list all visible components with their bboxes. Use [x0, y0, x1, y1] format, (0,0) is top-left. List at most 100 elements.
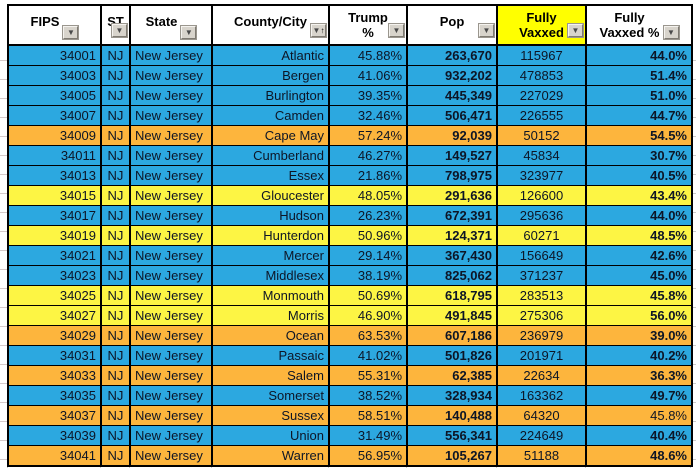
cell-st[interactable]: NJ	[100, 105, 131, 126]
filter-dropdown-button[interactable]: ▼	[662, 24, 680, 40]
cell-county[interactable]: Monmouth	[211, 285, 330, 306]
cell-trump[interactable]: 32.46%	[328, 105, 408, 126]
cell-pop[interactable]: 291,636	[406, 185, 498, 206]
cell-county[interactable]: Cape May	[211, 125, 330, 146]
cell-state[interactable]: New Jersey	[129, 325, 213, 346]
cell-county[interactable]: Camden	[211, 105, 330, 126]
cell-st[interactable]: NJ	[100, 205, 131, 226]
cell-vaxxed[interactable]: 22634	[496, 365, 587, 386]
cell-trump[interactable]: 38.52%	[328, 385, 408, 406]
cell-vaxxedpct[interactable]: 44.7%	[585, 105, 693, 126]
cell-vaxxedpct[interactable]: 45.8%	[585, 405, 693, 426]
cell-fips[interactable]: 34001	[7, 44, 102, 66]
cell-vaxxedpct[interactable]: 40.4%	[585, 425, 693, 446]
cell-pop[interactable]: 501,826	[406, 345, 498, 366]
cell-st[interactable]: NJ	[100, 325, 131, 346]
cell-county[interactable]: Passaic	[211, 345, 330, 366]
cell-pop[interactable]: 825,062	[406, 265, 498, 286]
cell-st[interactable]: NJ	[100, 145, 131, 166]
filter-sort-button[interactable]: ▼↑	[310, 23, 327, 38]
cell-fips[interactable]: 34025	[7, 285, 102, 306]
cell-fips[interactable]: 34033	[7, 365, 102, 386]
cell-pop[interactable]: 149,527	[406, 145, 498, 166]
cell-trump[interactable]: 50.96%	[328, 225, 408, 246]
filter-dropdown-button[interactable]: ▼	[111, 23, 128, 38]
cell-county[interactable]: Ocean	[211, 325, 330, 346]
cell-trump[interactable]: 63.53%	[328, 325, 408, 346]
cell-state[interactable]: New Jersey	[129, 225, 213, 246]
cell-st[interactable]: NJ	[100, 185, 131, 206]
cell-vaxxedpct[interactable]: 40.2%	[585, 345, 693, 366]
cell-vaxxed[interactable]: 295636	[496, 205, 587, 226]
cell-state[interactable]: New Jersey	[129, 145, 213, 166]
cell-pop[interactable]: 607,186	[406, 325, 498, 346]
cell-county[interactable]: Gloucester	[211, 185, 330, 206]
cell-fips[interactable]: 34023	[7, 265, 102, 286]
cell-vaxxed[interactable]: 275306	[496, 305, 587, 326]
cell-state[interactable]: New Jersey	[129, 305, 213, 326]
cell-county[interactable]: Warren	[211, 445, 330, 467]
cell-vaxxed[interactable]: 371237	[496, 265, 587, 286]
cell-fips[interactable]: 34005	[7, 85, 102, 106]
cell-state[interactable]: New Jersey	[129, 285, 213, 306]
cell-fips[interactable]: 34037	[7, 405, 102, 426]
cell-st[interactable]: NJ	[100, 285, 131, 306]
cell-vaxxedpct[interactable]: 30.7%	[585, 145, 693, 166]
cell-pop[interactable]: 932,202	[406, 65, 498, 86]
cell-fips[interactable]: 34017	[7, 205, 102, 226]
cell-trump[interactable]: 45.88%	[328, 44, 408, 66]
cell-pop[interactable]: 328,934	[406, 385, 498, 406]
cell-st[interactable]: NJ	[100, 265, 131, 286]
cell-vaxxedpct[interactable]: 44.0%	[585, 205, 693, 226]
cell-fips[interactable]: 34007	[7, 105, 102, 126]
cell-vaxxedpct[interactable]: 44.0%	[585, 44, 693, 66]
cell-vaxxed[interactable]: 50152	[496, 125, 587, 146]
cell-trump[interactable]: 38.19%	[328, 265, 408, 286]
cell-trump[interactable]: 56.95%	[328, 445, 408, 467]
cell-fips[interactable]: 34021	[7, 245, 102, 266]
cell-vaxxed[interactable]: 156649	[496, 245, 587, 266]
cell-pop[interactable]: 92,039	[406, 125, 498, 146]
cell-state[interactable]: New Jersey	[129, 85, 213, 106]
cell-vaxxed[interactable]: 283513	[496, 285, 587, 306]
cell-st[interactable]: NJ	[100, 44, 131, 66]
cell-state[interactable]: New Jersey	[129, 185, 213, 206]
cell-state[interactable]: New Jersey	[129, 385, 213, 406]
cell-st[interactable]: NJ	[100, 405, 131, 426]
filter-dropdown-button[interactable]: ▼	[180, 24, 198, 40]
cell-fips[interactable]: 34011	[7, 145, 102, 166]
cell-county[interactable]: Middlesex	[211, 265, 330, 286]
cell-vaxxed[interactable]: 224649	[496, 425, 587, 446]
cell-fips[interactable]: 34009	[7, 125, 102, 146]
column-header-st[interactable]: ST ▼	[100, 4, 131, 46]
cell-trump[interactable]: 41.06%	[328, 65, 408, 86]
cell-vaxxedpct[interactable]: 36.3%	[585, 365, 693, 386]
cell-vaxxedpct[interactable]: 54.5%	[585, 125, 693, 146]
column-header-county[interactable]: County/City ▼↑	[211, 4, 330, 46]
cell-pop[interactable]: 491,845	[406, 305, 498, 326]
cell-vaxxedpct[interactable]: 51.4%	[585, 65, 693, 86]
cell-st[interactable]: NJ	[100, 345, 131, 366]
cell-vaxxedpct[interactable]: 42.6%	[585, 245, 693, 266]
cell-fips[interactable]: 34029	[7, 325, 102, 346]
cell-pop[interactable]: 798,975	[406, 165, 498, 186]
cell-trump[interactable]: 57.24%	[328, 125, 408, 146]
cell-vaxxed[interactable]: 45834	[496, 145, 587, 166]
cell-state[interactable]: New Jersey	[129, 365, 213, 386]
column-header-state[interactable]: State ▼	[129, 4, 213, 46]
cell-fips[interactable]: 34035	[7, 385, 102, 406]
cell-vaxxed[interactable]: 51188	[496, 445, 587, 467]
cell-trump[interactable]: 29.14%	[328, 245, 408, 266]
cell-pop[interactable]: 618,795	[406, 285, 498, 306]
cell-vaxxed[interactable]: 64320	[496, 405, 587, 426]
column-header-vaxxedpct[interactable]: Fully Vaxxed % ▼	[585, 4, 693, 46]
cell-pop[interactable]: 105,267	[406, 445, 498, 467]
cell-fips[interactable]: 34003	[7, 65, 102, 86]
cell-fips[interactable]: 34031	[7, 345, 102, 366]
cell-pop[interactable]: 124,371	[406, 225, 498, 246]
cell-vaxxed[interactable]: 163362	[496, 385, 587, 406]
cell-trump[interactable]: 46.27%	[328, 145, 408, 166]
cell-vaxxedpct[interactable]: 51.0%	[585, 85, 693, 106]
cell-state[interactable]: New Jersey	[129, 165, 213, 186]
cell-county[interactable]: Union	[211, 425, 330, 446]
